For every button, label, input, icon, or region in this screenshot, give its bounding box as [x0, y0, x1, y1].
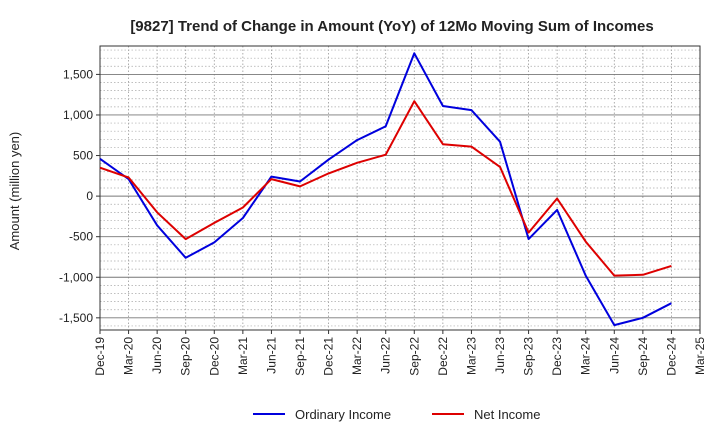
x-tick-label: Jun-24 — [607, 337, 621, 374]
x-tick-label: Sep-20 — [179, 337, 193, 376]
y-axis-label: Amount (million yen) — [7, 132, 22, 251]
legend: Ordinary Income Net Income — [253, 407, 540, 422]
y-tick-label: -500 — [69, 230, 93, 244]
grid — [100, 46, 700, 330]
x-tick-label: Dec-24 — [664, 337, 678, 376]
x-tick-label: Mar-21 — [236, 337, 250, 375]
x-tick-label: Mar-20 — [122, 337, 136, 375]
series-line-ordinary-income — [99, 52, 672, 327]
y-tick-label: 1,500 — [63, 67, 93, 81]
axes: -1,500 -1,000 -500 0 500 1,000 1,500 Dec-19 Mar-… — [59, 45, 707, 376]
legend-label: Ordinary Income — [295, 407, 391, 422]
x-tick-label: Dec-23 — [550, 337, 564, 376]
x-tick-label: Sep-21 — [293, 337, 307, 376]
y-tick-label: 500 — [73, 149, 93, 163]
x-tick-label: Jun-20 — [150, 337, 164, 374]
y-tick-label: 0 — [86, 189, 93, 203]
x-tick-label: Mar-24 — [579, 337, 593, 375]
x-tick-label: Jun-23 — [493, 337, 507, 374]
y-tick-label: 1,000 — [63, 108, 93, 122]
x-tick-label: Dec-20 — [207, 337, 221, 376]
x-tick-label: Sep-23 — [522, 337, 536, 376]
x-tick-label: Dec-22 — [436, 337, 450, 376]
chart-title: [9827] Trend of Change in Amount (YoY) o… — [130, 18, 653, 35]
x-tick-label: Sep-24 — [636, 337, 650, 376]
x-tick-label: Dec-21 — [322, 337, 336, 376]
x-tick-label: Sep-22 — [407, 337, 421, 376]
x-tick-label: Jun-21 — [264, 337, 278, 374]
legend-label: Net Income — [474, 407, 540, 422]
x-tick-label: Jun-22 — [379, 337, 393, 374]
plot-frame — [99, 45, 701, 331]
y-tick-label: -1,000 — [59, 270, 93, 284]
series-line-net-income — [99, 100, 672, 277]
series-lines — [99, 52, 672, 327]
x-tick-label: Mar-25 — [693, 337, 707, 375]
x-tick-label: Mar-22 — [350, 337, 364, 375]
y-tick-label: -1,500 — [59, 311, 93, 325]
x-tick-label: Mar-23 — [464, 337, 478, 375]
x-tick-label: Dec-19 — [93, 337, 107, 376]
